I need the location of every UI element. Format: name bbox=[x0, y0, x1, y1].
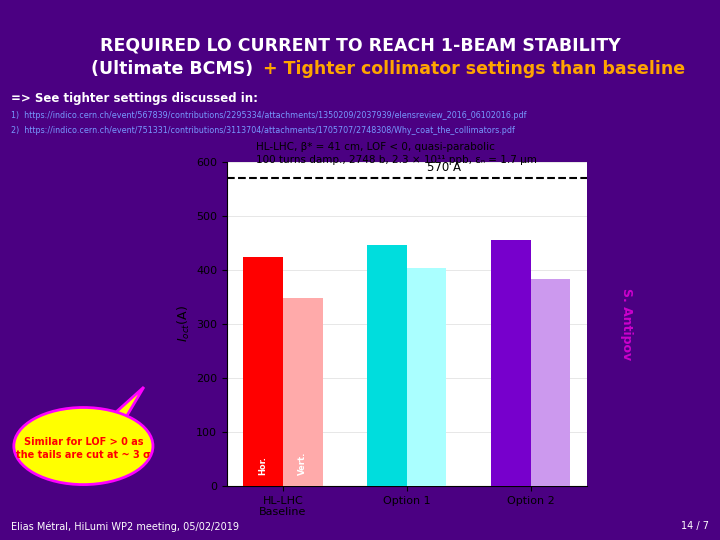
Polygon shape bbox=[114, 387, 144, 418]
Bar bbox=[243, 256, 283, 486]
Text: 2)  https://indico.cern.ch/event/751331/contributions/3113704/attachments/170570: 2) https://indico.cern.ch/event/751331/c… bbox=[11, 126, 515, 135]
Bar bbox=[283, 298, 323, 486]
Text: Similar for LOF > 0 as
the tails are cut at ~ 3 σ: Similar for LOF > 0 as the tails are cut… bbox=[16, 437, 150, 460]
Ellipse shape bbox=[14, 408, 153, 484]
Text: Hor.: Hor. bbox=[258, 456, 268, 475]
Text: 570 A: 570 A bbox=[427, 161, 461, 174]
Text: Vert.: Vert. bbox=[298, 452, 307, 475]
Text: 14 / 7: 14 / 7 bbox=[681, 522, 709, 531]
Text: REQUIRED LO CURRENT TO REACH 1-BEAM STABILITY: REQUIRED LO CURRENT TO REACH 1-BEAM STAB… bbox=[99, 37, 621, 55]
Bar bbox=[367, 245, 407, 486]
Text: Elias Métral, HiLumi WP2 meeting, 05/02/2019: Elias Métral, HiLumi WP2 meeting, 05/02/… bbox=[11, 521, 239, 532]
Bar bbox=[491, 240, 531, 486]
Text: (Ultimate BCMS): (Ultimate BCMS) bbox=[91, 60, 259, 78]
Text: => See tighter settings discussed in:: => See tighter settings discussed in: bbox=[11, 92, 258, 105]
Text: 100 turns damp., 2748 b, 2.3 × 10¹¹ ppb, εₙ = 1.7 μm: 100 turns damp., 2748 b, 2.3 × 10¹¹ ppb,… bbox=[256, 156, 536, 165]
Bar bbox=[407, 268, 446, 486]
Text: 1)  https://indico.cern.ch/event/567839/contributions/2295334/attachments/135020: 1) https://indico.cern.ch/event/567839/c… bbox=[11, 111, 526, 119]
Text: S. Antipov: S. Antipov bbox=[620, 288, 633, 360]
Y-axis label: $I_{oct}$(A): $I_{oct}$(A) bbox=[176, 306, 192, 342]
Bar bbox=[531, 279, 570, 486]
Text: HL-LHC, β* = 41 cm, LOF < 0, quasi-parabolic: HL-LHC, β* = 41 cm, LOF < 0, quasi-parab… bbox=[256, 142, 495, 152]
Text: + Tighter collimator settings than baseline: + Tighter collimator settings than basel… bbox=[263, 60, 685, 78]
